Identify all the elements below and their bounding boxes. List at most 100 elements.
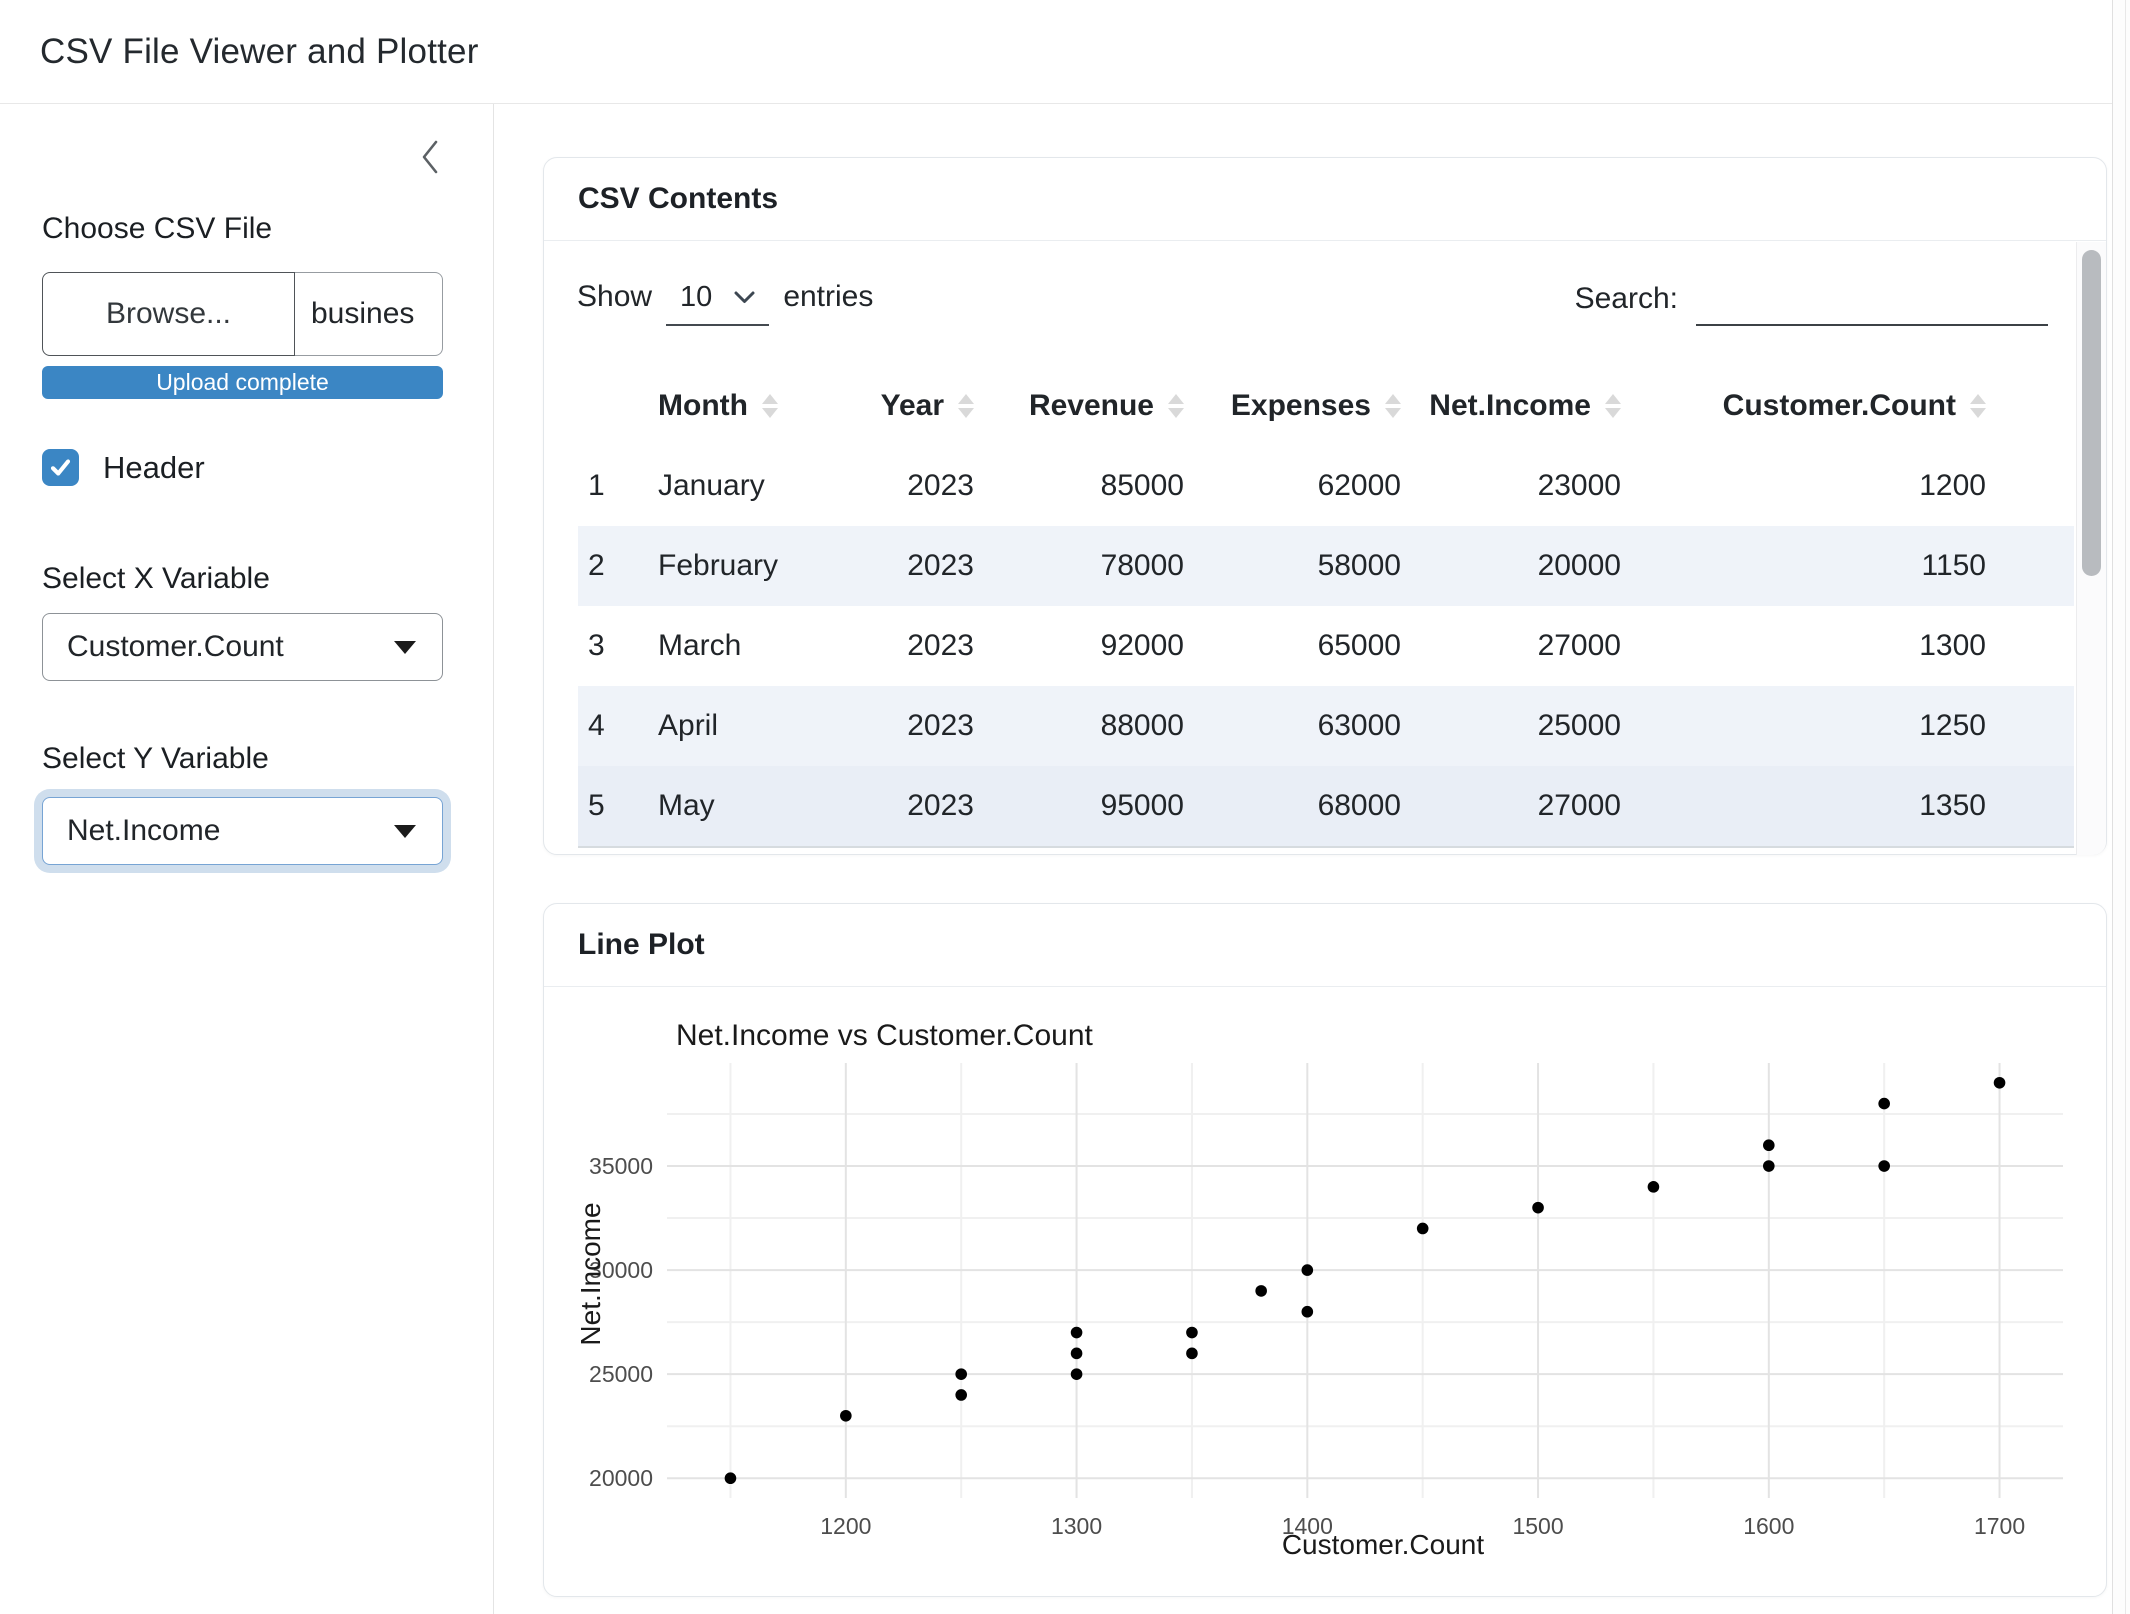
table-cell: May <box>658 789 715 822</box>
caret-down-icon <box>394 640 416 654</box>
sort-arrows-icon <box>1605 394 1621 418</box>
sidebar: Choose CSV File Browse... busines Upload… <box>0 104 494 1614</box>
table-cell: 68000 <box>1317 789 1401 822</box>
header-checkbox[interactable] <box>42 449 79 486</box>
table-cell: 1150 <box>1921 549 1986 582</box>
page-size-value: 10 <box>680 281 713 313</box>
table-cell: 92000 <box>1100 629 1184 662</box>
csv-contents-card-header: CSV Contents <box>544 158 2106 241</box>
csv-contents-title: CSV Contents <box>578 182 779 215</box>
table-cell: 1350 <box>1919 789 1986 822</box>
sort-arrows-icon <box>1970 394 1986 418</box>
table-cell: January <box>658 469 765 502</box>
table-cell: 20000 <box>1537 549 1621 582</box>
table-cell: 27000 <box>1537 789 1621 822</box>
svg-text:25000: 25000 <box>589 1361 653 1387</box>
page-size-select[interactable]: 10 <box>666 281 770 326</box>
caret-down-icon <box>394 824 416 838</box>
y-variable-select[interactable]: Net.Income <box>42 797 443 865</box>
svg-text:1700: 1700 <box>1974 1513 2025 1539</box>
table-cell: 1 <box>588 469 605 502</box>
svg-text:20000: 20000 <box>589 1465 653 1491</box>
line-plot-card: Line Plot 20000 25000 30000 35000 1200 1300 14… <box>543 903 2107 1597</box>
x-variable-select[interactable]: Customer.Count <box>42 613 443 681</box>
entries-label: entries <box>783 280 874 313</box>
sidebar-collapse-button[interactable] <box>416 138 444 176</box>
file-input-group: Browse... busines <box>42 272 443 356</box>
sort-arrows-icon <box>1168 394 1184 418</box>
column-header-revenue[interactable]: Revenue <box>998 366 1208 446</box>
svg-text:30000: 30000 <box>589 1257 653 1283</box>
sort-arrows-icon <box>958 394 974 418</box>
svg-text:Net.Income vs Customer.Count: Net.Income vs Customer.Count <box>676 1019 1094 1052</box>
upload-progress-bar: Upload complete <box>42 366 443 399</box>
table-row: 1 January 2023 85000 62000 23000 1200 <box>578 446 2074 526</box>
svg-text:35000: 35000 <box>589 1153 653 1179</box>
table-cell: 85000 <box>1100 469 1184 502</box>
table-cell: 2023 <box>907 629 974 662</box>
table-cell: 5 <box>588 789 605 822</box>
search-label: Search: <box>1574 282 1678 315</box>
table-cell: 3 <box>588 629 605 662</box>
show-label: Show <box>577 280 653 313</box>
table-cell: 63000 <box>1317 709 1401 742</box>
table-row: 5 May 2023 95000 68000 27000 1350 <box>578 766 2074 846</box>
browse-button[interactable]: Browse... <box>42 272 295 356</box>
csv-contents-card: CSV Contents Show 10 entries Search: Mon… <box>543 157 2107 855</box>
line-plot-card-header: Line Plot <box>544 904 2106 987</box>
table-search-input[interactable] <box>1696 278 2048 326</box>
file-input-label: Choose CSV File <box>42 212 273 245</box>
y-variable-label: Select Y Variable <box>42 742 269 775</box>
column-header-year[interactable]: Year <box>838 366 998 446</box>
x-variable-value: Customer.Count <box>67 630 284 663</box>
table-controls: Show 10 entries Search: <box>544 278 2106 326</box>
table-cell: 62000 <box>1317 469 1401 502</box>
checkmark-icon <box>50 459 71 476</box>
chevron-down-icon <box>734 291 755 303</box>
header-checkbox-row: Header <box>42 449 205 486</box>
table-cell: 65000 <box>1317 629 1401 662</box>
svg-text:Customer.Count: Customer.Count <box>1282 1529 1485 1560</box>
table-scrollbar[interactable] <box>2076 242 2106 855</box>
table-cell: 95000 <box>1100 789 1184 822</box>
column-header-customer-count[interactable]: Customer.Count <box>1645 366 2074 446</box>
column-header-month[interactable]: Month <box>638 366 838 446</box>
y-variable-value: Net.Income <box>67 814 221 847</box>
x-variable-label: Select X Variable <box>42 562 270 595</box>
table-cell: 2 <box>588 549 605 582</box>
column-header-net-income[interactable]: Net.Income <box>1425 366 1645 446</box>
page-scrollbar[interactable] <box>2112 0 2130 1614</box>
table-cell: 1200 <box>1919 469 1986 502</box>
table-row: 4 April 2023 88000 63000 25000 1250 <box>578 686 2074 766</box>
table-wrapper: Month Year Revenue Expenses Net.Income Custom… <box>578 366 2074 848</box>
table-cell: 2023 <box>907 469 974 502</box>
table-cell: March <box>658 629 742 662</box>
sort-arrows-icon <box>1385 394 1401 418</box>
table-cell: 1300 <box>1919 629 1986 662</box>
table-scrollbar-thumb[interactable] <box>2082 250 2101 576</box>
column-header-expenses[interactable]: Expenses <box>1208 366 1425 446</box>
page-title: CSV File Viewer and Plotter <box>40 31 479 71</box>
line-plot-title: Line Plot <box>578 928 705 961</box>
table-cell: 23000 <box>1537 469 1621 502</box>
table-cell: 27000 <box>1537 629 1621 662</box>
table-cell: 25000 <box>1537 709 1621 742</box>
table-row: 2 February 2023 78000 58000 20000 1150 <box>578 526 2074 606</box>
svg-text:1500: 1500 <box>1512 1513 1563 1539</box>
chevron-left-icon <box>422 140 438 174</box>
table-row: 3 March 2023 92000 65000 27000 1300 <box>578 606 2074 686</box>
column-header-index[interactable] <box>578 366 638 446</box>
table-cell: February <box>658 549 779 582</box>
csv-table: Month Year Revenue Expenses Net.Income Custom… <box>578 366 2074 846</box>
table-cell: 2023 <box>907 709 974 742</box>
sort-arrows-icon <box>761 394 778 418</box>
table-cell: 2023 <box>907 789 974 822</box>
svg-text:1400: 1400 <box>1282 1513 1333 1539</box>
table-cell: 1250 <box>1919 709 1986 742</box>
page-length-control: Show 10 entries <box>577 280 873 326</box>
svg-text:1300: 1300 <box>1051 1513 1102 1539</box>
table-cell: April <box>658 709 719 742</box>
table-cell: 88000 <box>1100 709 1184 742</box>
table-cell: 78000 <box>1100 549 1184 582</box>
